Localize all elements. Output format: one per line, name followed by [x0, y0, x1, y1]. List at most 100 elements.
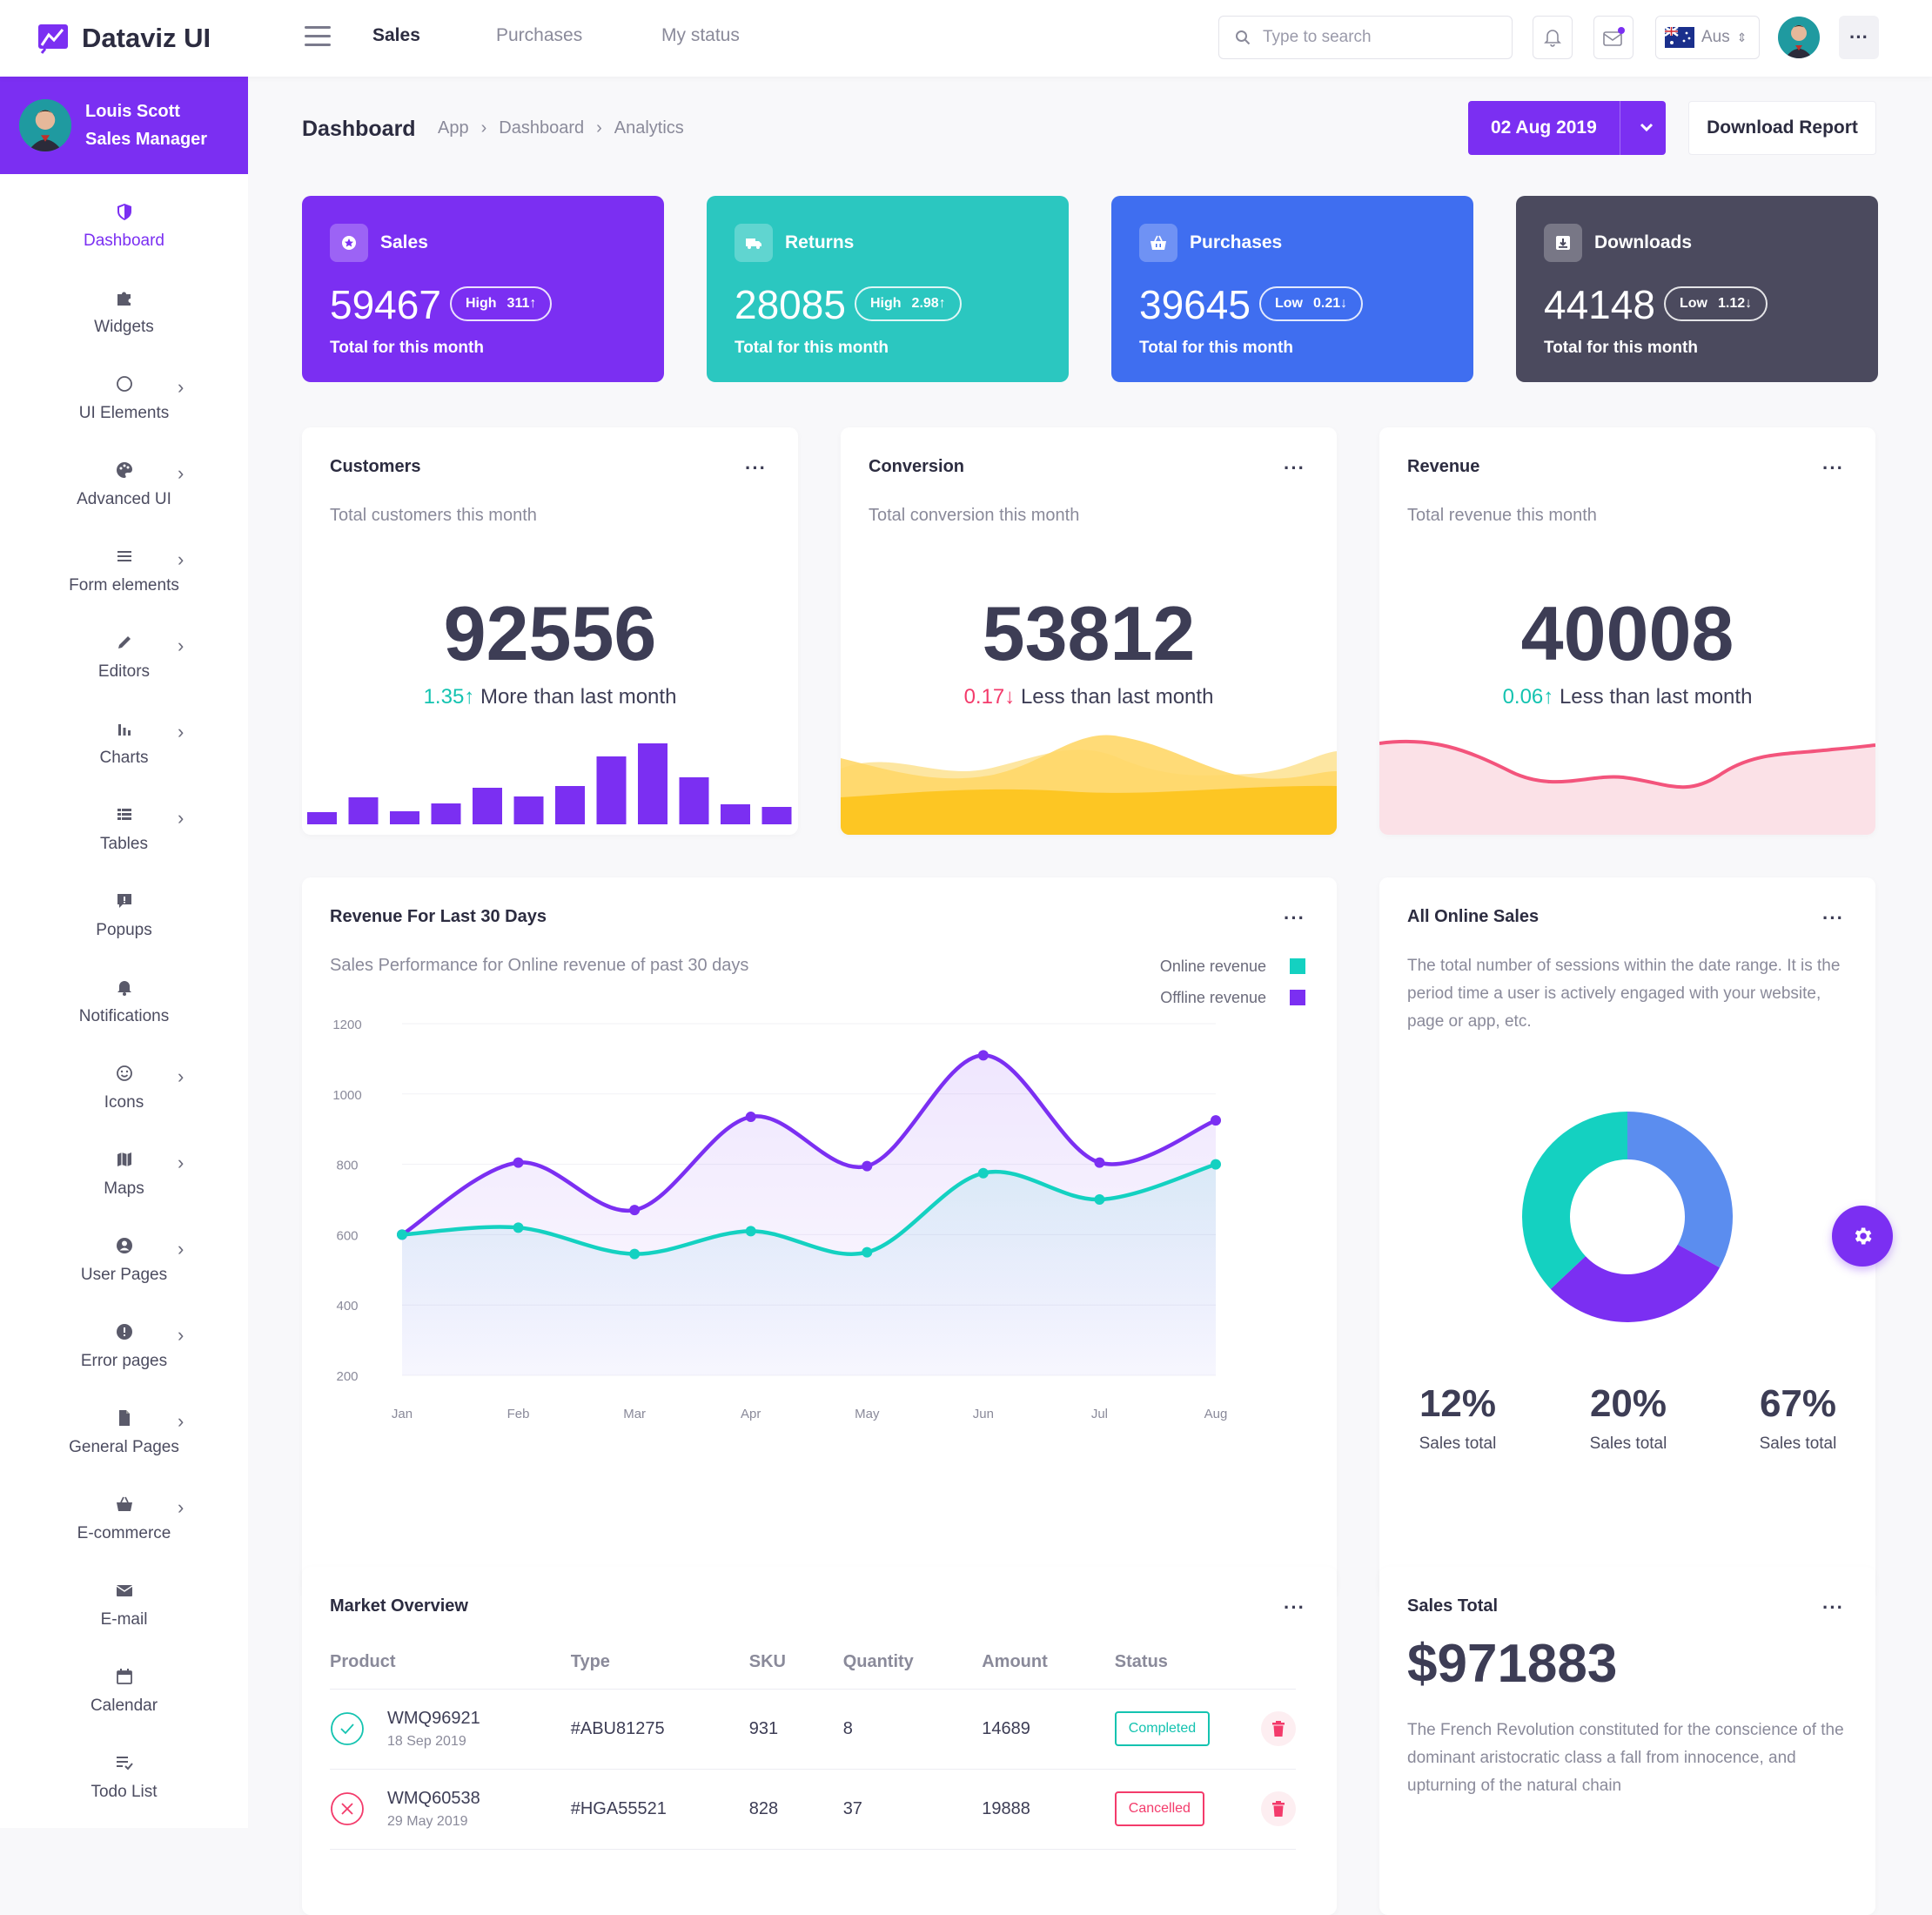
customers-bar[interactable]: [431, 803, 461, 824]
sidebar-item-tables[interactable]: Tables ›: [0, 805, 248, 885]
series-line-online-revenue[interactable]: [401, 1162, 1217, 1256]
kpi-delta: 1.35↑ More than last month: [302, 685, 798, 709]
sidebar-item-editors[interactable]: Editors ›: [0, 633, 248, 713]
card-menu-icon[interactable]: ···: [1284, 457, 1305, 479]
customers-card: Customers ··· Total customers this month…: [302, 427, 798, 835]
col-quantity[interactable]: Quantity: [842, 1636, 983, 1690]
breadcrumb-dashboard[interactable]: Dashboard: [499, 118, 585, 138]
notifications-button[interactable]: [1533, 16, 1573, 59]
date-picker-button[interactable]: 02 Aug 2019: [1468, 101, 1666, 155]
legend-offline[interactable]: Offline revenue: [1160, 982, 1305, 1013]
customers-bar[interactable]: [513, 796, 544, 824]
donut-slice[interactable]: [1627, 1112, 1733, 1268]
stat-value: 59467: [330, 282, 441, 327]
sidebar-item-e-commerce[interactable]: E-commerce ›: [0, 1495, 248, 1575]
data-point[interactable]: [977, 1050, 989, 1061]
settings-button[interactable]: [1832, 1206, 1893, 1267]
col-type[interactable]: Type: [570, 1636, 749, 1690]
card-menu-icon[interactable]: ···: [1822, 1596, 1844, 1618]
sidebar-item-popups[interactable]: Popups: [0, 891, 248, 971]
card-menu-icon[interactable]: ···: [1284, 907, 1305, 929]
data-point[interactable]: [862, 1246, 873, 1258]
sidebar-item-charts[interactable]: Charts ›: [0, 719, 248, 799]
stat-card-purchases[interactable]: Purchases 39645 Low 0.21↓ Total for this mon…: [1111, 196, 1473, 382]
download-report-button[interactable]: Download Report: [1688, 101, 1876, 155]
sidebar-item-error-pages[interactable]: Error pages ›: [0, 1322, 248, 1402]
legend-online[interactable]: Online revenue: [1160, 951, 1305, 982]
sidebar-item-notifications[interactable]: Notifications: [0, 978, 248, 1058]
search-input[interactable]: [1263, 28, 1498, 47]
data-point[interactable]: [1211, 1115, 1221, 1126]
topnav-my-status[interactable]: My status: [661, 25, 740, 45]
customers-bar[interactable]: [721, 804, 750, 824]
sidebar-item-maps[interactable]: Maps ›: [0, 1150, 248, 1230]
sidebar-item-widgets[interactable]: Widgets: [0, 288, 248, 368]
data-point[interactable]: [1094, 1194, 1105, 1205]
delete-button[interactable]: [1261, 1791, 1296, 1826]
user-profile[interactable]: Louis Scott Sales Manager: [0, 77, 248, 174]
table-row[interactable]: WMQ60538 29 May 2019 #HGA55521 828 37 198…: [330, 1769, 1296, 1850]
menu-toggle-icon[interactable]: [305, 26, 331, 47]
col-product[interactable]: Product: [330, 1636, 571, 1690]
topnav-sales[interactable]: Sales: [372, 25, 420, 45]
card-menu-icon[interactable]: ···: [1822, 457, 1844, 479]
sidebar-item-calendar[interactable]: Calendar: [0, 1667, 248, 1747]
customers-bar[interactable]: [638, 743, 667, 824]
x-circle-icon: [331, 1792, 364, 1825]
data-point[interactable]: [629, 1205, 641, 1216]
sidebar-item-form-elements[interactable]: Form elements ›: [0, 547, 248, 627]
language-select[interactable]: Aus ⇕: [1655, 16, 1760, 59]
arrow-down-icon: ↓: [1745, 296, 1753, 311]
customers-bar[interactable]: [555, 786, 585, 824]
chevron-down-icon[interactable]: [1639, 118, 1654, 136]
customers-bar[interactable]: [679, 777, 709, 824]
sidebar-item-general-pages[interactable]: General Pages ›: [0, 1408, 248, 1488]
data-point[interactable]: [862, 1160, 873, 1172]
customers-bar[interactable]: [596, 756, 627, 824]
donut-slice[interactable]: [1550, 1244, 1721, 1322]
card-menu-icon[interactable]: ···: [745, 457, 767, 479]
delete-button[interactable]: [1261, 1711, 1296, 1746]
data-point[interactable]: [513, 1157, 524, 1168]
customers-bar[interactable]: [348, 797, 379, 824]
data-point[interactable]: [397, 1229, 407, 1240]
x-tick-label: Jan: [392, 1407, 413, 1421]
donut-slice[interactable]: [1522, 1112, 1627, 1289]
data-point[interactable]: [513, 1222, 524, 1233]
topnav-purchases[interactable]: Purchases: [496, 25, 583, 45]
table-row[interactable]: WMQ96921 18 Sep 2019 #ABU81275 931 8 1468…: [330, 1689, 1296, 1770]
stat-change-pill: Low 1.12↓: [1664, 286, 1768, 321]
data-point[interactable]: [745, 1112, 756, 1123]
col-sku[interactable]: SKU: [748, 1636, 843, 1690]
customers-bar[interactable]: [390, 811, 419, 824]
customers-bar[interactable]: [307, 812, 337, 824]
more-options-button[interactable]: ···: [1839, 16, 1879, 59]
col-amount[interactable]: Amount: [982, 1636, 1115, 1690]
sidebar-item-user-pages[interactable]: User Pages ›: [0, 1236, 248, 1316]
sidebar-item-dashboard[interactable]: Dashboard: [0, 202, 248, 282]
card-menu-icon[interactable]: ···: [1822, 907, 1844, 929]
stat-card-sales[interactable]: Sales 59467 High 311↑ Total for this month: [302, 196, 664, 382]
card-menu-icon[interactable]: ···: [1284, 1596, 1305, 1618]
sidebar-item-advanced-ui[interactable]: Advanced UI ›: [0, 460, 248, 541]
data-point[interactable]: [1211, 1159, 1221, 1170]
series-line-offline-revenue[interactable]: [400, 1053, 1217, 1237]
stat-card-downloads[interactable]: Downloads 44148 Low 1.12↓ Total for this mon…: [1516, 196, 1878, 382]
stat-card-returns[interactable]: Returns 28085 High 2.98↑ Total for this mont…: [707, 196, 1069, 382]
sidebar-item-e-mail[interactable]: E-mail: [0, 1581, 248, 1661]
customers-bar[interactable]: [761, 807, 792, 824]
chevron-right-icon: ›: [596, 118, 602, 138]
sidebar-item-icons[interactable]: Icons ›: [0, 1064, 248, 1144]
customers-bar[interactable]: [473, 788, 502, 824]
messages-button[interactable]: [1593, 16, 1633, 59]
breadcrumb-app[interactable]: App: [438, 118, 469, 138]
app-logo[interactable]: Dataviz UI: [37, 21, 211, 56]
data-point[interactable]: [977, 1167, 989, 1179]
col-status[interactable]: Status: [1114, 1636, 1261, 1690]
data-point[interactable]: [1094, 1157, 1105, 1168]
data-point[interactable]: [629, 1248, 641, 1260]
user-avatar[interactable]: [1778, 17, 1820, 58]
sidebar-item-ui-elements[interactable]: UI Elements ›: [0, 374, 248, 454]
data-point[interactable]: [745, 1226, 756, 1237]
sidebar-item-todo-list[interactable]: Todo List: [0, 1753, 248, 1833]
